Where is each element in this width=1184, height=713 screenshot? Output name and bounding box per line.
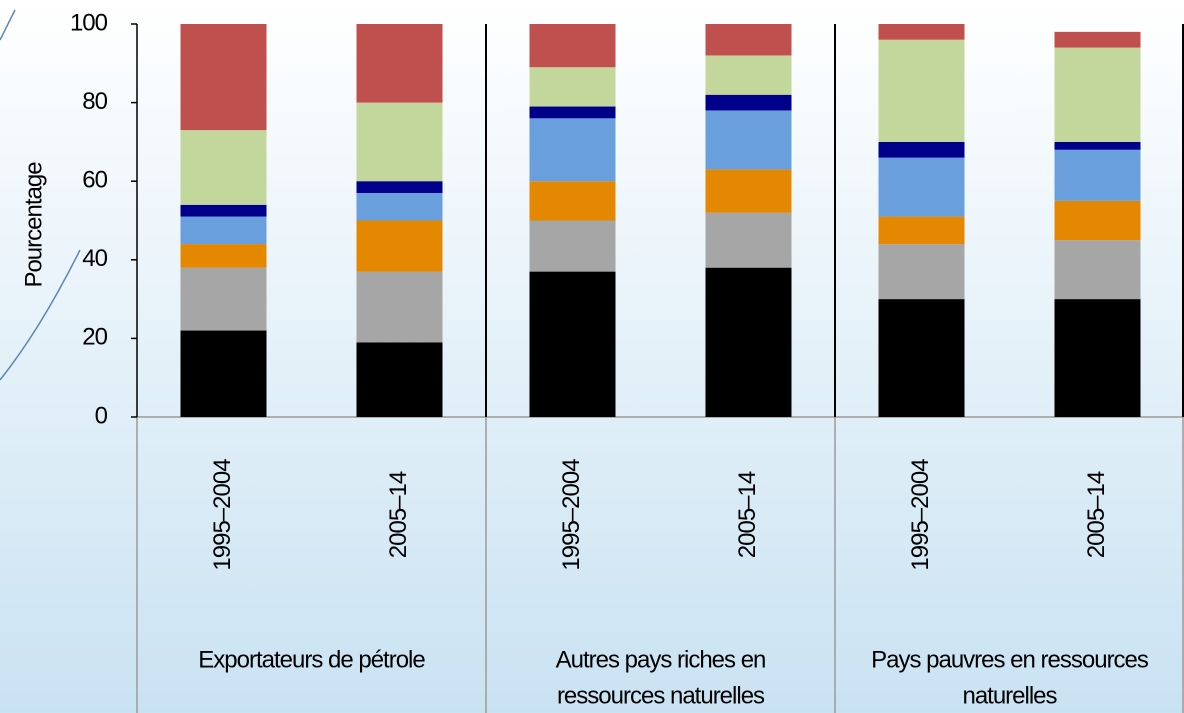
- bar-segment: [1054, 299, 1141, 417]
- x-tick-label: 2005–14: [385, 471, 412, 558]
- bar-segment: [705, 267, 792, 417]
- bar-segment: [529, 271, 616, 417]
- group-label: Pays pauvres en ressources: [871, 646, 1149, 673]
- x-tick-label: 1995–2004: [558, 459, 585, 571]
- bar-segment: [705, 212, 792, 268]
- bar-segment: [1054, 149, 1141, 201]
- group-label: ressources naturelles: [557, 682, 765, 709]
- bar-segment: [878, 244, 965, 300]
- bar-segment: [1054, 141, 1141, 150]
- bar-segment: [356, 342, 443, 417]
- decoration: [0, 249, 81, 381]
- bar-segment: [705, 55, 792, 95]
- x-tick-label: 1995–2004: [209, 459, 236, 571]
- bar-segment: [878, 24, 965, 40]
- bar-segment: [180, 216, 267, 245]
- group-label: Autres pays riches en: [556, 646, 766, 673]
- bar-segment: [356, 220, 443, 272]
- bar-segment: [529, 24, 616, 68]
- y-tick-label: 100: [70, 9, 108, 36]
- bar-segment: [529, 67, 616, 107]
- bar-segment: [529, 106, 616, 119]
- bar-segment: [878, 216, 965, 245]
- bar-segment: [705, 24, 792, 56]
- y-tick-label: 20: [82, 324, 107, 351]
- bar-segment: [356, 102, 443, 182]
- bar-segment: [180, 204, 267, 217]
- bar-segment: [705, 94, 792, 111]
- bar-segment: [1054, 47, 1141, 142]
- bar-segment: [529, 118, 616, 182]
- bar-segment: [180, 24, 267, 131]
- bar-segment: [180, 130, 267, 205]
- y-tick-label: 60: [82, 167, 107, 194]
- y-tick-label: 80: [82, 88, 107, 115]
- bar-segment: [1054, 31, 1141, 48]
- bar-segment: [180, 267, 267, 331]
- bar-segment: [705, 169, 792, 213]
- x-tick-label: 2005–14: [1083, 471, 1110, 558]
- group-label: Exportateurs de pétrole: [198, 646, 425, 673]
- bar-segment: [356, 24, 443, 103]
- decoration: [0, 9, 16, 41]
- bar-segment: [529, 220, 616, 272]
- bar-segment: [529, 181, 616, 221]
- bar-segment: [878, 39, 965, 142]
- bar-segment: [878, 299, 965, 417]
- bar-segment: [878, 141, 965, 158]
- bar-segment: [356, 271, 443, 343]
- x-tick-label: 1995–2004: [907, 459, 934, 571]
- group-label: naturelles: [962, 682, 1057, 709]
- bar-segment: [878, 157, 965, 217]
- bar-segment: [356, 181, 443, 193]
- bar-segment: [356, 192, 443, 221]
- bar-segment: [180, 330, 267, 417]
- bar-segment: [1054, 240, 1141, 300]
- bar-segment: [180, 244, 267, 268]
- bar-segment: [1054, 200, 1141, 241]
- y-tick-label: 0: [95, 402, 108, 429]
- y-axis-label: Pourcentage: [20, 162, 47, 288]
- bar-segment: [705, 110, 792, 170]
- x-tick-label: 2005–14: [734, 471, 761, 558]
- y-tick-label: 40: [82, 245, 107, 272]
